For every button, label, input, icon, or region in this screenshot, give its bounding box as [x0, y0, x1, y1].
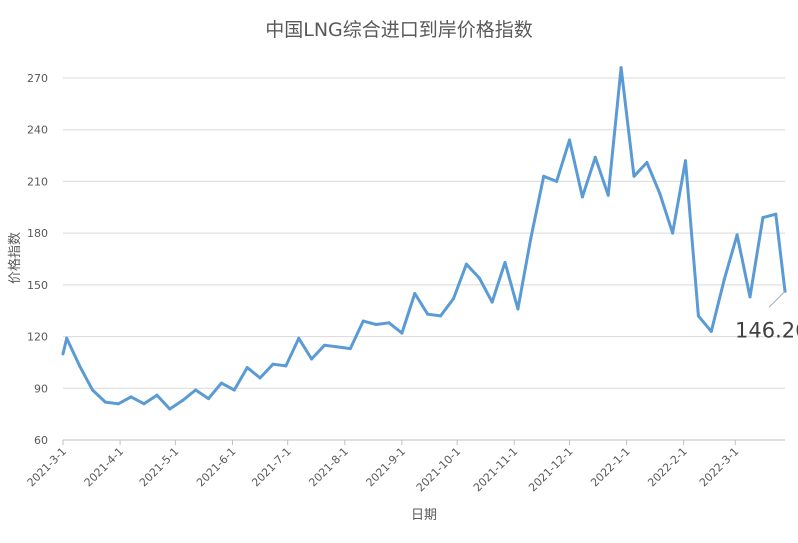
- y-tick-label: 120: [27, 331, 48, 344]
- data-point: [671, 231, 675, 235]
- data-point: [606, 193, 610, 197]
- data-point: [426, 312, 430, 316]
- x-tick-label: 2021-3-1: [25, 445, 70, 490]
- x-tick-label: 2021-7-1: [249, 445, 294, 490]
- annotations: 146.26: [735, 290, 798, 342]
- data-point: [65, 336, 69, 340]
- x-axis: 2021-3-1 2021-4-1 2021-5-1 2021-6-1 2021-7-1…: [25, 439, 785, 494]
- data-point: [348, 347, 352, 351]
- x-tick-label: 2021-10-1: [414, 445, 463, 494]
- data-point: [194, 388, 198, 392]
- data-point: [735, 233, 739, 237]
- data-point: [129, 395, 133, 399]
- x-tick-label: 2021-4-1: [82, 445, 127, 490]
- data-point: [645, 160, 649, 164]
- data-point: [361, 319, 365, 323]
- data-point: [413, 291, 417, 295]
- data-point: [78, 364, 82, 368]
- data-point: [761, 216, 765, 220]
- data-point: [542, 174, 546, 178]
- data-point: [555, 179, 559, 183]
- data-point: [374, 323, 378, 327]
- data-point: [142, 402, 146, 406]
- chart-title: 中国LNG综合进口到岸价格指数: [265, 19, 533, 41]
- data-point: [490, 300, 494, 304]
- data-point: [258, 376, 262, 380]
- x-tick-label: 2021-12-1: [526, 445, 575, 494]
- data-point: [284, 364, 288, 368]
- data-point: [155, 393, 159, 397]
- y-axis: 60 90 120 150 180 210 240 270: [27, 72, 48, 447]
- data-point: [593, 155, 597, 159]
- x-tick-label: 2022-3-1: [697, 445, 742, 490]
- y-tick-label: 90: [34, 382, 48, 395]
- x-tick-label: 2021-11-1: [471, 445, 520, 494]
- data-point: [451, 297, 455, 301]
- y-tick-label: 150: [27, 279, 48, 292]
- data-point: [774, 212, 778, 216]
- data-point: [61, 352, 65, 356]
- x-tick-label: 2021-9-1: [364, 445, 409, 490]
- data-point: [310, 357, 314, 361]
- data-point: [335, 345, 339, 349]
- data-point: [503, 260, 507, 264]
- data-point: [232, 388, 236, 392]
- y-tick-label: 60: [34, 434, 48, 447]
- x-tick-label: 2021-8-1: [306, 445, 351, 490]
- data-point: [568, 138, 572, 142]
- y-axis-title: 价格指数: [7, 232, 23, 284]
- data-point: [90, 388, 94, 392]
- data-point: [245, 366, 249, 370]
- data-point: [632, 174, 636, 178]
- data-point: [271, 362, 275, 366]
- x-tick-label: 2022-2-1: [645, 445, 690, 490]
- y-tick-label: 240: [27, 124, 48, 137]
- data-point: [477, 276, 481, 280]
- data-point: [116, 402, 120, 406]
- data-point: [400, 331, 404, 335]
- x-axis-title: 日期: [411, 508, 437, 523]
- data-point: [168, 407, 172, 411]
- series-line: [61, 66, 787, 411]
- data-point: [387, 321, 391, 325]
- data-point: [709, 329, 713, 333]
- data-point: [696, 314, 700, 318]
- x-tick-label: 2021-6-1: [194, 445, 239, 490]
- y-tick-label: 270: [27, 72, 48, 85]
- y-tick-label: 210: [27, 175, 48, 188]
- data-point: [684, 159, 688, 163]
- data-point: [439, 314, 443, 318]
- data-point: [323, 343, 327, 347]
- data-point: [219, 381, 223, 385]
- data-point: [207, 397, 211, 401]
- plot-area: [61, 66, 787, 411]
- data-point: [464, 262, 468, 266]
- data-point: [722, 278, 726, 282]
- y-tick-label: 180: [27, 227, 48, 240]
- data-point: [181, 398, 185, 402]
- data-point: [580, 195, 584, 199]
- data-point: [516, 307, 520, 311]
- data-point: [748, 295, 752, 299]
- data-point: [103, 400, 107, 404]
- data-point: [297, 336, 301, 340]
- data-point: [529, 236, 533, 240]
- data-point: [619, 66, 623, 70]
- data-label-leader: [768, 290, 786, 308]
- data-point: [658, 191, 662, 195]
- data-label: 146.26: [735, 318, 798, 342]
- gridlines: [63, 77, 785, 389]
- x-tick-label: 2022-1-1: [588, 445, 633, 490]
- x-tick-label: 2021-5-1: [137, 445, 182, 490]
